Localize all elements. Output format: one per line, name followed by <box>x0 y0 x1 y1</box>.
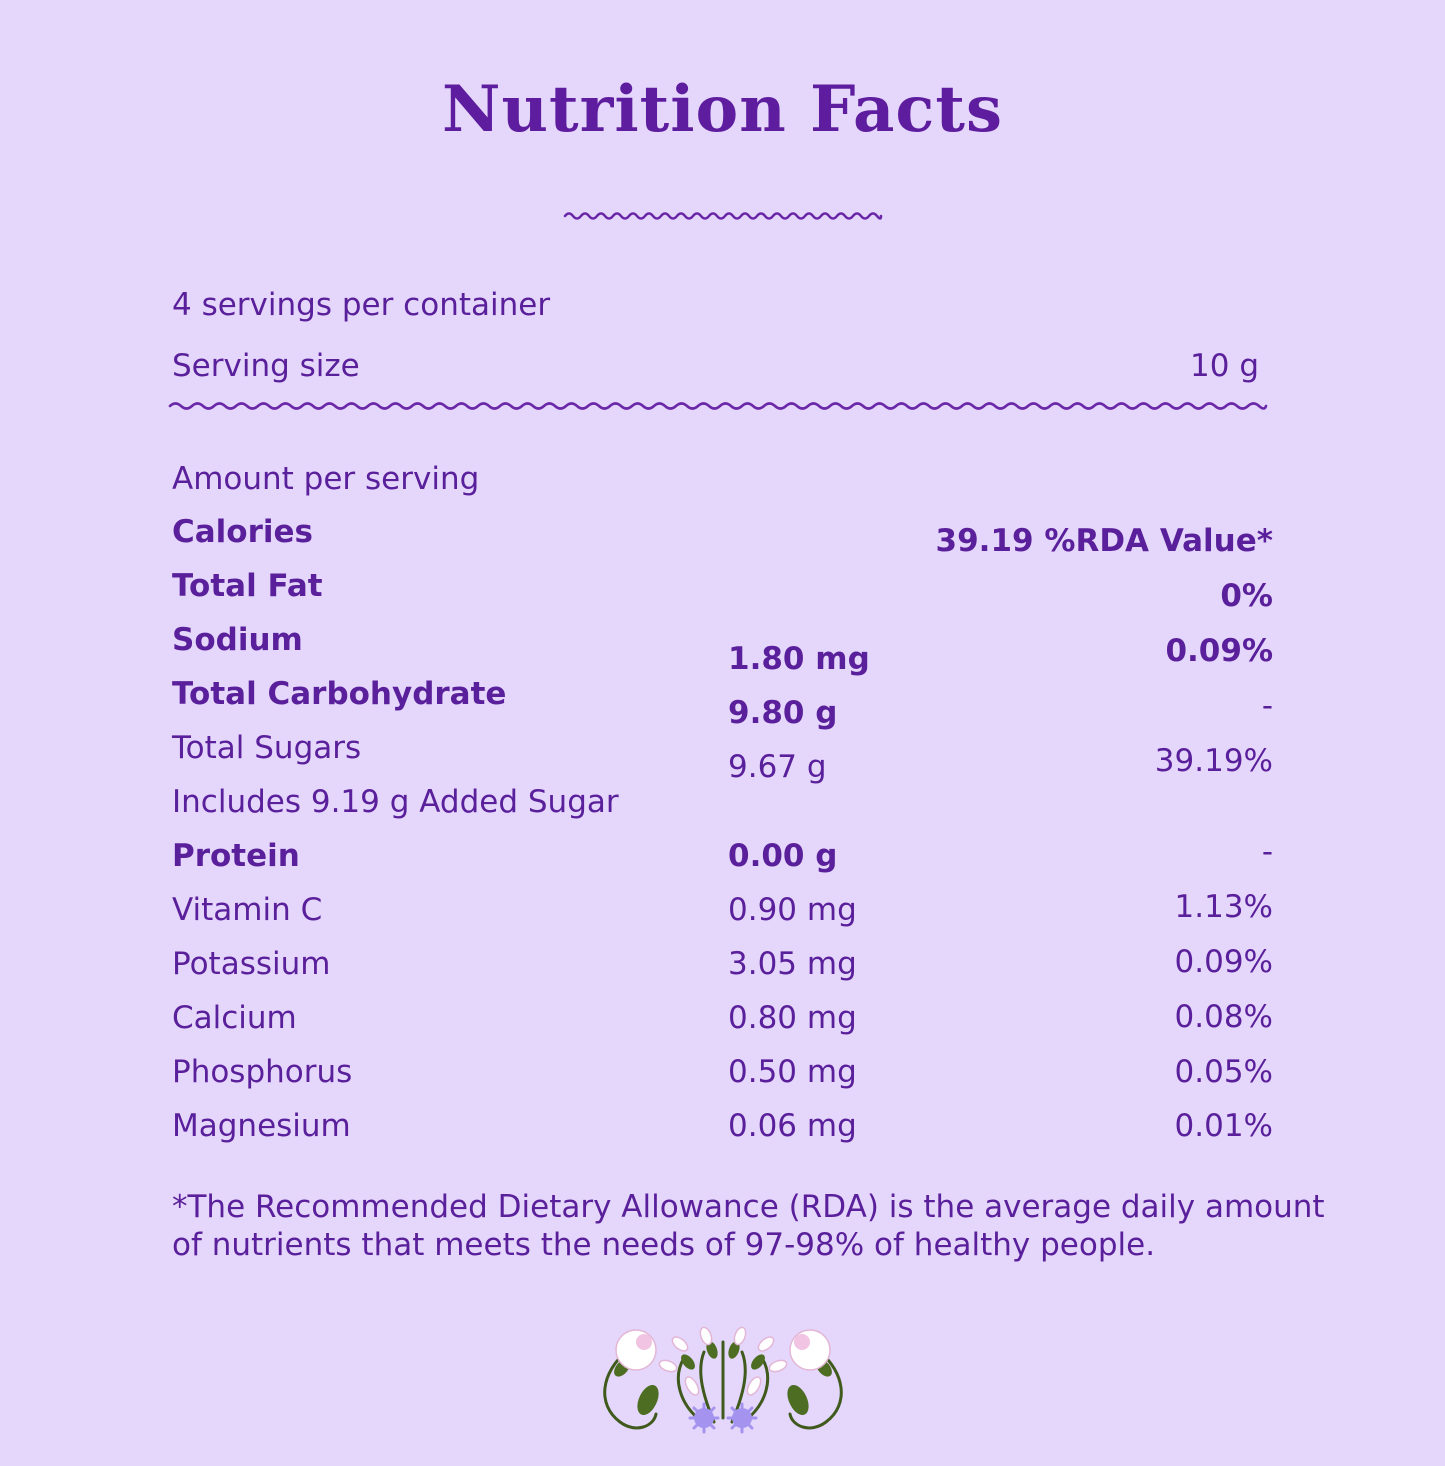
footnote-line-2: of nutrients that meets the needs of 97-… <box>172 1227 1156 1263</box>
nutrient-name-sodium: Sodium <box>172 622 303 658</box>
page-title: Nutrition Facts <box>442 72 1003 147</box>
nutrient-name-potassium: Potassium <box>172 946 331 982</box>
nutrient-rda-phosphorus: 0.05% <box>1174 1054 1273 1090</box>
nutrient-name-protein: Protein <box>172 838 300 874</box>
nutrient-name-total-fat: Total Fat <box>172 568 323 604</box>
nutrient-name-total-carbohydrate: Total Carbohydrate <box>172 676 507 712</box>
wavy-line-icon <box>168 402 1268 410</box>
nutrient-amount-potassium: 3.05 mg <box>728 946 857 982</box>
nutrient-name-calories: Calories <box>172 514 313 550</box>
nutrient-amount-protein: 0.00 g <box>728 838 838 874</box>
nutrient-rda-total-sugars: 39.19% <box>1154 743 1273 779</box>
nutrient-rda-vitamin-c: 1.13% <box>1174 889 1273 925</box>
nutrient-name-total-sugars: Total Sugars <box>172 730 362 766</box>
nutrient-amount-total-carbohydrate: 9.80 g <box>728 695 838 731</box>
wavy-line-icon <box>563 212 883 220</box>
nutrient-name-phosphorus: Phosphorus <box>172 1054 353 1090</box>
nutrient-rda-calories: 39.19 %RDA Value* <box>935 523 1273 559</box>
serving-size-label: Serving size <box>172 348 360 384</box>
nutrient-rda-total-fat: 0% <box>1220 578 1273 614</box>
nutrient-rda-protein: - <box>1261 834 1273 870</box>
nutrient-amount-total-sugars: 9.67 g <box>728 749 827 785</box>
nutrient-name-magnesium: Magnesium <box>172 1108 351 1144</box>
nutrient-name-calcium: Calcium <box>172 1000 297 1036</box>
floral-ornament-icon <box>603 1326 843 1434</box>
footnote-line-1: *The Recommended Dietary Allowance (RDA)… <box>172 1189 1325 1225</box>
amount-per-serving-heading: Amount per serving <box>172 461 480 497</box>
nutrient-rda-total-carbohydrate: - <box>1261 688 1273 724</box>
nutrient-name-vitamin-c: Vitamin C <box>172 892 323 928</box>
nutrient-amount-sodium: 1.80 mg <box>728 641 870 677</box>
nutrient-rda-sodium: 0.09% <box>1165 633 1273 669</box>
nutrient-amount-magnesium: 0.06 mg <box>728 1108 857 1144</box>
nutrient-amount-calcium: 0.80 mg <box>728 1000 857 1036</box>
serving-size-value: 10 g <box>1190 348 1259 384</box>
nutrient-rda-calcium: 0.08% <box>1174 999 1273 1035</box>
nutrient-amount-phosphorus: 0.50 mg <box>728 1054 857 1090</box>
rda-footnote: *The Recommended Dietary Allowance (RDA)… <box>172 1188 1325 1264</box>
nutrient-rda-magnesium: 0.01% <box>1174 1108 1273 1144</box>
nutrient-name-added-sugar: Includes 9.19 g Added Sugar <box>172 784 619 820</box>
servings-per-container: 4 servings per container <box>172 287 551 323</box>
nutrient-rda-potassium: 0.09% <box>1174 944 1273 980</box>
nutrient-amount-vitamin-c: 0.90 mg <box>728 892 857 928</box>
